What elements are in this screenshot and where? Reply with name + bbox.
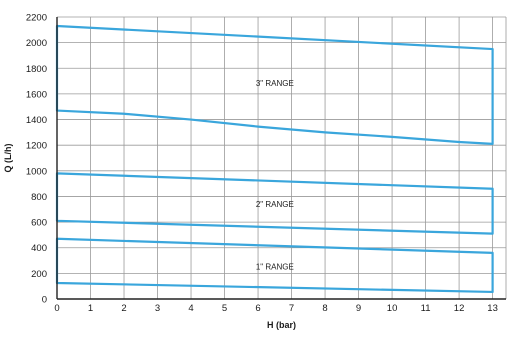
y-tick-label: 1200	[26, 141, 47, 152]
y-tick-label: 200	[31, 269, 47, 280]
y-axis-title: Q (L/h)	[3, 144, 13, 173]
x-tick-label: 12	[454, 303, 465, 314]
y-tick-label: 400	[31, 243, 47, 254]
x-tick-label: 4	[188, 303, 193, 314]
x-tick-label: 8	[322, 303, 327, 314]
y-tick-label: 600	[31, 218, 47, 229]
x-axis-title: H (bar)	[267, 320, 296, 330]
range-labels: 3" RANGE 2" RANGE 1" RANGE	[256, 79, 294, 272]
y-tick-label: 1000	[26, 166, 47, 177]
range-bands	[55, 24, 494, 294]
y-tick-label: 1600	[26, 89, 47, 100]
range-band	[55, 24, 494, 145]
x-tick-label: 0	[54, 303, 59, 314]
x-tick-label: 3	[155, 303, 160, 314]
y-tick-label: 1800	[26, 64, 47, 75]
x-tick-label: 2	[121, 303, 126, 314]
x-tick-label: 7	[289, 303, 294, 314]
tick-labels: 0 1 2 3 4 5 6 7 8 9 10 11 12 130200400600800100012001…	[26, 13, 498, 315]
x-tick-label: 13	[487, 303, 498, 314]
range-label: 3" RANGE	[256, 79, 294, 88]
axes	[56, 17, 506, 300]
y-tick-label: 2200	[26, 13, 47, 24]
x-tick-label: 6	[255, 303, 260, 314]
y-tick-label: 2000	[26, 38, 47, 49]
range-label: 2" RANGE	[256, 200, 294, 209]
range-label: 1" RANGE	[256, 263, 294, 272]
y-tick-label: 1400	[26, 115, 47, 126]
grid-lines	[57, 16, 507, 299]
x-tick-label: 9	[356, 303, 361, 314]
x-tick-label: 10	[387, 303, 398, 314]
x-tick-label: 11	[421, 303, 431, 314]
x-tick-label: 1	[88, 303, 93, 314]
y-tick-label: 800	[31, 192, 47, 203]
y-tick-label: 0	[42, 295, 47, 306]
x-tick-label: 5	[222, 303, 227, 314]
